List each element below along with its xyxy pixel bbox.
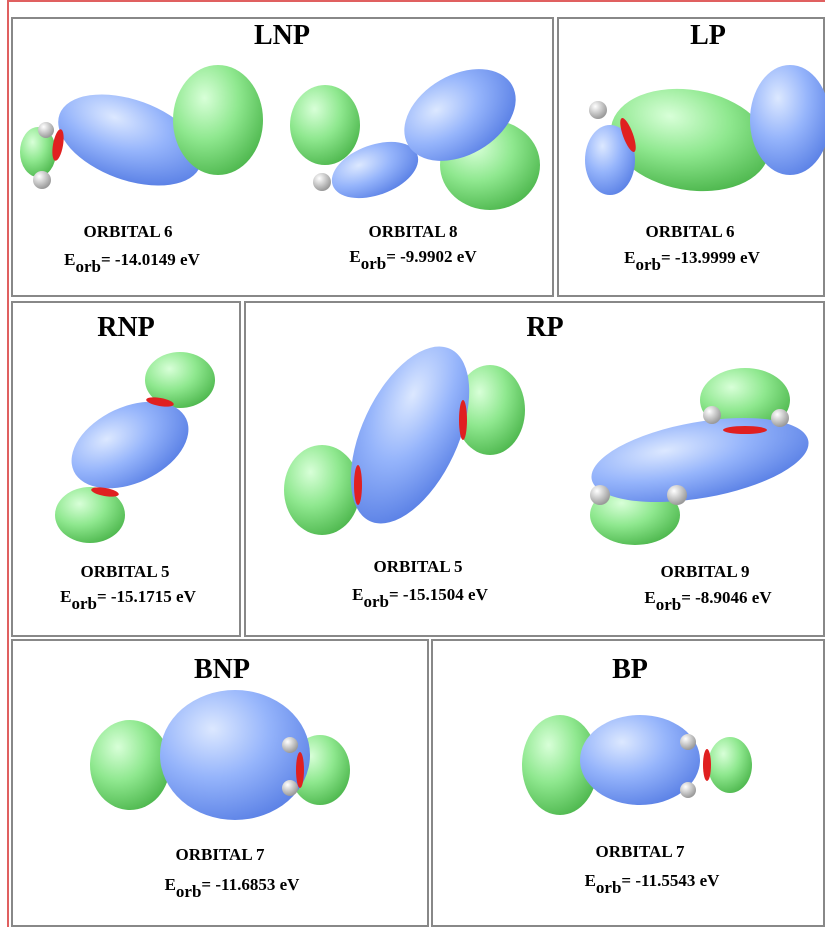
energy-value: = -15.1715 eV	[97, 587, 197, 606]
energy-value: = -11.5543 eV	[621, 871, 720, 890]
hydrogen-atom	[771, 409, 789, 427]
blue-lobe	[160, 690, 310, 820]
bond	[354, 465, 362, 505]
hydrogen-atom	[680, 782, 696, 798]
hydrogen-atom	[282, 780, 298, 796]
energy-subscript: orb	[596, 878, 622, 897]
energy-subscript: orb	[635, 255, 661, 274]
energy-value: = -14.0149 eV	[101, 250, 201, 269]
orbital-label: ORBITAL 7	[176, 845, 265, 864]
energy-value: = -11.6853 eV	[201, 875, 300, 894]
orbital-label: ORBITAL 6	[646, 222, 735, 241]
green-lobe	[290, 85, 360, 165]
orbital-label: ORBITAL 7	[596, 842, 685, 861]
hydrogen-atom	[590, 485, 610, 505]
energy-value: = -13.9999 eV	[661, 248, 761, 267]
panel-title: BNP	[194, 654, 250, 685]
bond	[723, 426, 767, 434]
hydrogen-atom	[33, 171, 51, 189]
green-lobe	[173, 65, 263, 175]
panel-title: RP	[526, 312, 563, 343]
energy-value: = -9.9902 eV	[386, 247, 477, 266]
bond	[703, 749, 711, 781]
energy-symbol: E	[624, 248, 635, 267]
orbital-label: ORBITAL 8	[369, 222, 458, 241]
panel-title: RNP	[97, 312, 155, 343]
energy-subscript: orb	[75, 257, 101, 276]
hydrogen-atom	[589, 101, 607, 119]
energy-subscript: orb	[176, 882, 202, 901]
panel-title: LNP	[254, 20, 310, 51]
bond	[459, 400, 467, 440]
green-lobe	[708, 737, 752, 793]
green-lobe	[90, 720, 170, 810]
energy-symbol: E	[60, 587, 71, 606]
orbital-label: ORBITAL 6	[84, 222, 173, 241]
bond	[296, 752, 304, 788]
energy-subscript: orb	[363, 592, 389, 611]
hydrogen-atom	[38, 122, 54, 138]
orbital-label: ORBITAL 9	[661, 562, 750, 581]
energy-subscript: orb	[361, 254, 387, 273]
figure: LNPORBITAL 6Eorb= -14.0149 eVORBITAL 8Eo…	[0, 0, 825, 927]
hydrogen-atom	[703, 406, 721, 424]
green-lobe	[284, 445, 360, 535]
energy-value: = -8.9046 eV	[681, 588, 772, 607]
panel-title: LP	[690, 20, 726, 51]
hydrogen-atom	[313, 173, 331, 191]
hydrogen-atom	[680, 734, 696, 750]
energy-subscript: orb	[71, 594, 97, 613]
panel-title: BP	[612, 654, 648, 685]
energy-value: = -15.1504 eV	[389, 585, 489, 604]
energy-symbol: E	[352, 585, 363, 604]
hydrogen-atom	[667, 485, 687, 505]
energy-symbol: E	[64, 250, 75, 269]
energy-symbol: E	[644, 588, 655, 607]
energy-subscript: orb	[656, 595, 682, 614]
energy-symbol: E	[165, 875, 176, 894]
energy-symbol: E	[349, 247, 360, 266]
orbital-label: ORBITAL 5	[81, 562, 170, 581]
hydrogen-atom	[282, 737, 298, 753]
energy-symbol: E	[585, 871, 596, 890]
orbital-label: ORBITAL 5	[374, 557, 463, 576]
